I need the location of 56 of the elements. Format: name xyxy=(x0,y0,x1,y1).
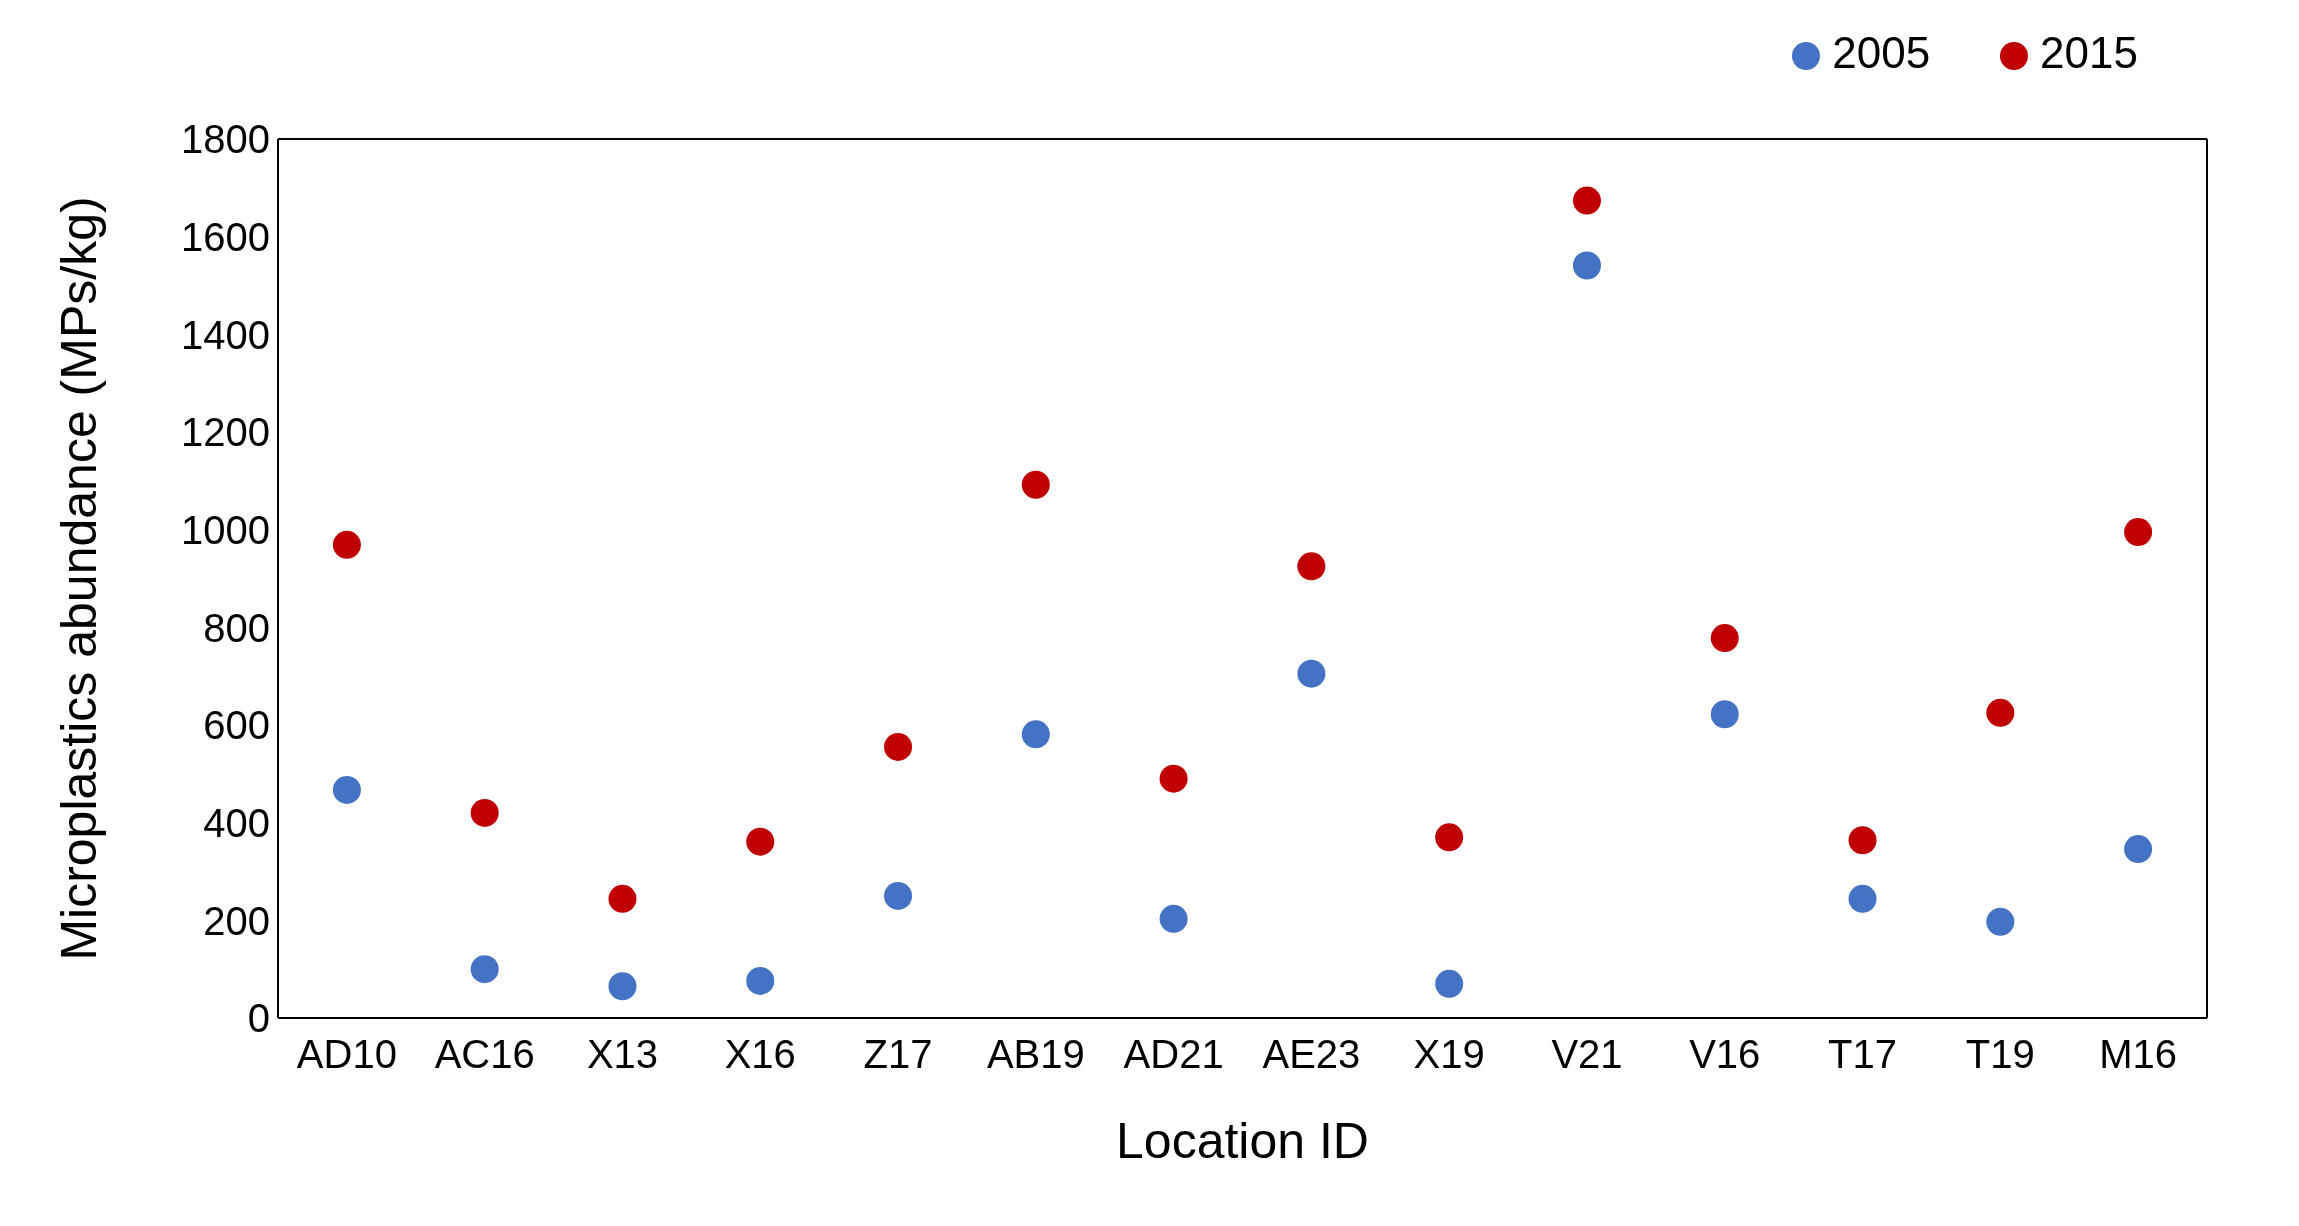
point xyxy=(1848,826,1877,855)
point xyxy=(470,955,499,984)
point xyxy=(1159,764,1188,793)
point xyxy=(1297,659,1326,688)
point xyxy=(1435,969,1464,998)
y-axis-title: Microplastics abundance (MPs/kg) xyxy=(50,196,107,961)
point xyxy=(2124,835,2153,864)
x-tick-label: T17 xyxy=(1828,1032,1897,1077)
point xyxy=(1986,907,2015,936)
legend-label: 2015 xyxy=(2040,28,2138,77)
x-tick-label: AD21 xyxy=(1123,1032,1224,1077)
y-tick-label: 1800 xyxy=(181,117,270,162)
point xyxy=(608,972,637,1001)
point xyxy=(746,966,775,995)
x-tick-label: X13 xyxy=(586,1032,659,1077)
y-tick-label: 0 xyxy=(247,996,270,1041)
point xyxy=(1297,552,1326,581)
y-tick-label: 200 xyxy=(203,898,270,943)
point xyxy=(608,884,637,913)
y-tick-label: 1600 xyxy=(181,214,270,259)
point xyxy=(1159,904,1188,933)
point xyxy=(1848,884,1877,913)
point xyxy=(1021,720,1050,749)
y-tick-label: 1400 xyxy=(181,312,270,357)
point xyxy=(1986,698,2015,727)
point xyxy=(884,881,913,910)
x-tick-label: T19 xyxy=(1965,1032,2035,1077)
point xyxy=(1572,186,1601,215)
y-tick-label: 1200 xyxy=(181,410,270,455)
point xyxy=(746,827,775,856)
legend-label: 2005 xyxy=(1832,28,1931,77)
point xyxy=(332,775,361,804)
x-tick-label: AC16 xyxy=(434,1032,535,1077)
y-tick-label: 800 xyxy=(203,605,270,650)
y-tick-label: 600 xyxy=(203,703,270,748)
x-axis-title: Location ID xyxy=(1116,1113,1369,1169)
point xyxy=(470,798,499,827)
y-tick-label: 1000 xyxy=(181,507,270,552)
x-tick-label: AD10 xyxy=(296,1032,397,1077)
x-tick-label: AB19 xyxy=(986,1032,1085,1077)
x-tick-label: V16 xyxy=(1689,1032,1761,1077)
point xyxy=(1710,700,1739,729)
x-tick-label: AE23 xyxy=(1262,1032,1361,1077)
point xyxy=(1710,624,1739,653)
x-tick-label: Z17 xyxy=(863,1032,933,1077)
x-tick-label: V21 xyxy=(1551,1032,1623,1077)
x-tick-label: X19 xyxy=(1413,1032,1485,1077)
x-tick-label: X16 xyxy=(724,1032,796,1077)
point xyxy=(1572,251,1601,280)
point xyxy=(2124,518,2153,547)
point xyxy=(1435,823,1464,852)
point xyxy=(884,732,913,761)
y-tick-label: 400 xyxy=(203,800,270,845)
x-tick-label: M16 xyxy=(2099,1032,2178,1077)
point xyxy=(1021,470,1050,499)
point xyxy=(332,530,361,559)
